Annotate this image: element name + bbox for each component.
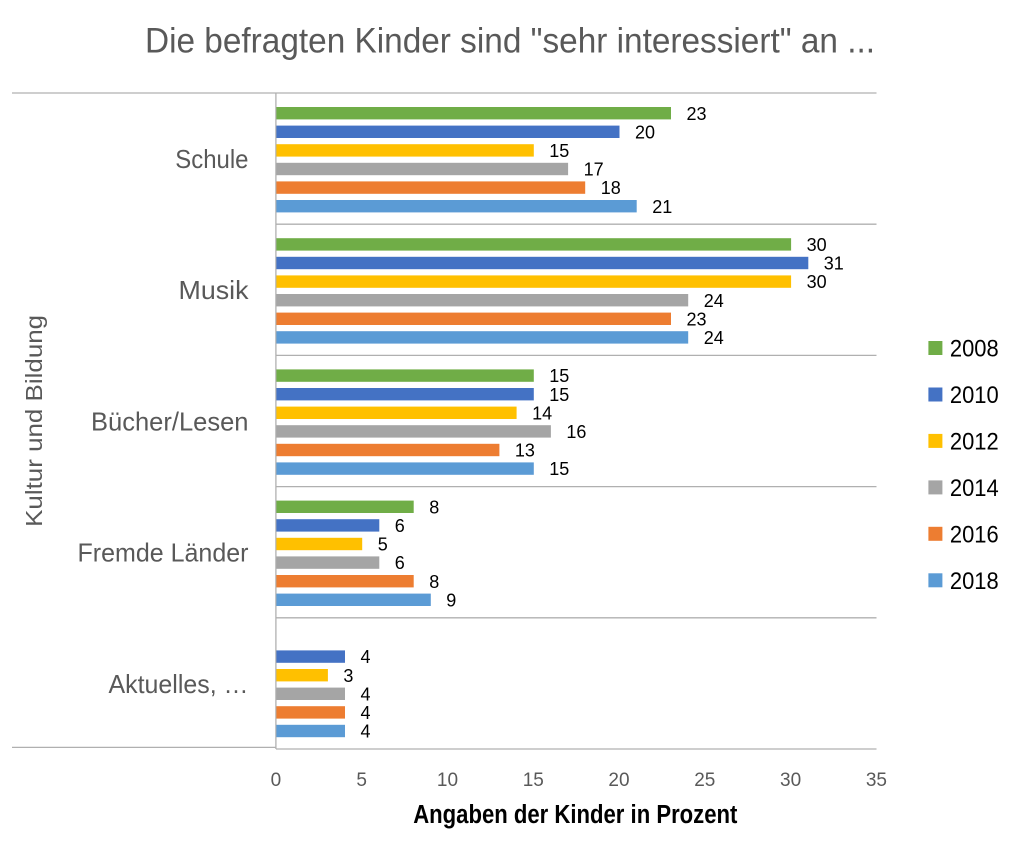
svg-text:23: 23	[687, 309, 707, 329]
svg-text:30: 30	[807, 235, 827, 255]
svg-text:15: 15	[549, 459, 569, 479]
svg-text:4: 4	[361, 722, 371, 742]
svg-text:20: 20	[635, 122, 655, 142]
svg-text:31: 31	[824, 254, 844, 274]
svg-text:9: 9	[446, 590, 456, 610]
svg-text:24: 24	[704, 328, 724, 348]
svg-text:16: 16	[566, 422, 586, 442]
svg-text:10: 10	[437, 770, 458, 791]
svg-text:8: 8	[429, 572, 439, 592]
svg-text:Bücher/Lesen: Bücher/Lesen	[91, 406, 249, 436]
svg-text:5: 5	[378, 535, 388, 555]
svg-text:5: 5	[356, 770, 367, 791]
svg-text:Kultur und Bildung: Kultur und Bildung	[21, 315, 47, 527]
svg-text:15: 15	[549, 385, 569, 405]
svg-text:4: 4	[361, 703, 371, 723]
svg-text:17: 17	[584, 160, 604, 180]
svg-text:13: 13	[515, 441, 535, 461]
svg-text:30: 30	[780, 770, 801, 791]
svg-text:2008: 2008	[950, 336, 999, 363]
svg-text:4: 4	[361, 647, 371, 667]
svg-text:Die befragten Kinder sind "seh: Die befragten Kinder sind "sehr interess…	[145, 22, 875, 61]
svg-text:4: 4	[361, 684, 371, 704]
svg-text:2018: 2018	[950, 568, 999, 595]
svg-text:Angaben der Kinder in Prozent: Angaben der Kinder in Prozent	[413, 801, 738, 829]
svg-text:Aktuelles, …: Aktuelles, …	[109, 669, 249, 699]
svg-text:2010: 2010	[950, 382, 999, 409]
svg-text:30: 30	[807, 272, 827, 292]
svg-text:35: 35	[866, 770, 887, 791]
svg-text:2014: 2014	[950, 475, 999, 502]
svg-text:23: 23	[687, 104, 707, 124]
svg-text:14: 14	[532, 403, 552, 423]
svg-text:8: 8	[429, 497, 439, 517]
svg-text:24: 24	[704, 291, 724, 311]
svg-text:6: 6	[395, 516, 405, 536]
svg-text:15: 15	[549, 366, 569, 386]
svg-text:21: 21	[652, 197, 672, 217]
svg-text:0: 0	[271, 770, 282, 791]
svg-text:6: 6	[395, 553, 405, 573]
svg-text:20: 20	[608, 770, 629, 791]
svg-text:25: 25	[694, 770, 715, 791]
svg-text:Musik: Musik	[179, 275, 250, 305]
svg-text:15: 15	[549, 141, 569, 161]
svg-text:15: 15	[523, 770, 544, 791]
svg-text:Schule: Schule	[175, 144, 248, 174]
svg-text:2012: 2012	[950, 429, 999, 456]
svg-text:Fremde Länder: Fremde Länder	[78, 538, 249, 568]
svg-text:3: 3	[343, 666, 353, 686]
svg-text:2016: 2016	[950, 521, 999, 548]
svg-text:18: 18	[601, 178, 621, 198]
